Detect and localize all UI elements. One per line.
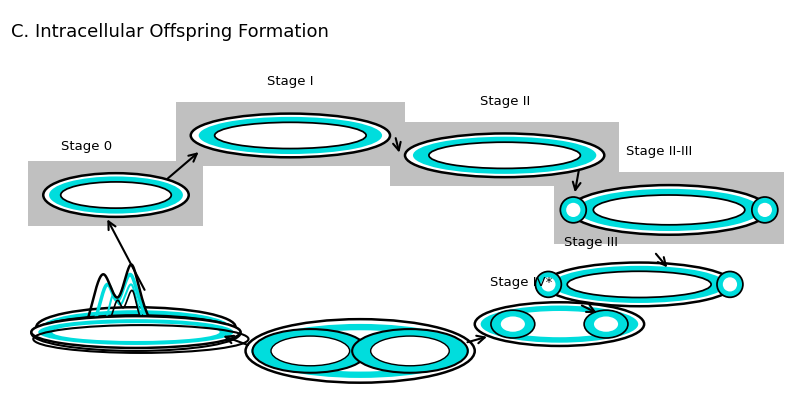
Ellipse shape xyxy=(42,310,230,344)
Ellipse shape xyxy=(36,307,235,347)
Ellipse shape xyxy=(535,272,562,297)
Ellipse shape xyxy=(31,316,241,348)
Text: Stage II-III: Stage II-III xyxy=(626,145,692,158)
Ellipse shape xyxy=(38,319,234,345)
Ellipse shape xyxy=(413,137,596,174)
Text: Stage I: Stage I xyxy=(267,75,314,88)
Text: Stage 0: Stage 0 xyxy=(61,140,112,153)
Ellipse shape xyxy=(552,266,726,303)
Ellipse shape xyxy=(495,311,624,337)
Ellipse shape xyxy=(758,203,772,217)
Ellipse shape xyxy=(429,142,580,168)
Bar xyxy=(28,161,202,226)
Bar xyxy=(554,172,784,244)
Ellipse shape xyxy=(567,271,711,297)
Ellipse shape xyxy=(262,330,458,371)
Ellipse shape xyxy=(49,177,183,213)
Ellipse shape xyxy=(501,316,525,332)
Ellipse shape xyxy=(578,189,761,231)
Ellipse shape xyxy=(491,310,534,338)
Ellipse shape xyxy=(43,173,189,217)
Bar xyxy=(390,122,619,186)
Bar xyxy=(176,102,405,166)
Ellipse shape xyxy=(545,263,734,306)
Ellipse shape xyxy=(566,203,581,217)
Ellipse shape xyxy=(560,197,586,223)
Ellipse shape xyxy=(594,316,618,332)
Ellipse shape xyxy=(61,182,171,208)
Ellipse shape xyxy=(584,310,628,338)
Ellipse shape xyxy=(405,133,604,177)
Ellipse shape xyxy=(253,329,368,373)
Ellipse shape xyxy=(542,277,555,291)
Ellipse shape xyxy=(570,185,769,235)
Text: Stage II: Stage II xyxy=(479,95,530,108)
Ellipse shape xyxy=(752,197,778,223)
Ellipse shape xyxy=(190,114,390,157)
Ellipse shape xyxy=(214,122,366,148)
Ellipse shape xyxy=(370,336,450,366)
Ellipse shape xyxy=(251,324,469,378)
Ellipse shape xyxy=(481,306,638,343)
Ellipse shape xyxy=(474,302,644,346)
Ellipse shape xyxy=(56,315,216,339)
Ellipse shape xyxy=(717,272,743,297)
Ellipse shape xyxy=(352,329,468,373)
Text: Stage III: Stage III xyxy=(565,236,618,249)
Ellipse shape xyxy=(271,336,350,366)
Ellipse shape xyxy=(198,117,382,154)
Ellipse shape xyxy=(246,319,474,383)
Text: Stage IV*: Stage IV* xyxy=(490,276,552,289)
Ellipse shape xyxy=(594,195,745,225)
Ellipse shape xyxy=(52,323,220,341)
Ellipse shape xyxy=(723,277,737,291)
Text: C. Intracellular Offspring Formation: C. Intracellular Offspring Formation xyxy=(11,23,330,41)
